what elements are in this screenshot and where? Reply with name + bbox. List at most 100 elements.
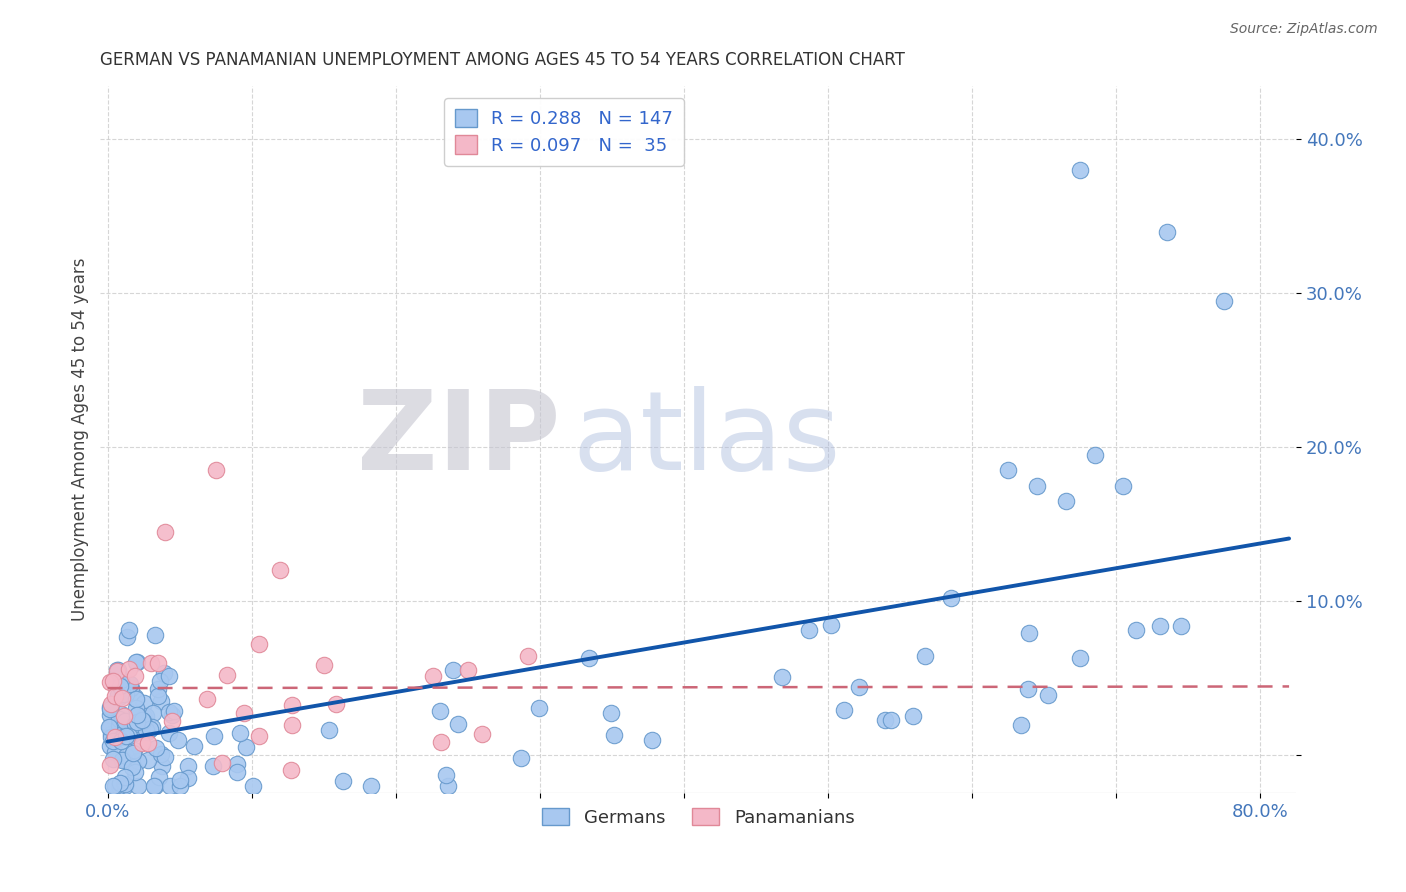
Point bbox=[110, 673, 132, 688]
Point bbox=[233, 706, 256, 721]
Point bbox=[603, 728, 626, 742]
Point bbox=[641, 733, 664, 747]
Point bbox=[117, 630, 139, 644]
Point bbox=[125, 655, 148, 669]
Point bbox=[98, 720, 121, 734]
Point bbox=[118, 662, 141, 676]
Point bbox=[1170, 619, 1192, 633]
Point bbox=[98, 739, 121, 753]
Point bbox=[118, 623, 141, 637]
Point bbox=[139, 656, 162, 670]
Point bbox=[1018, 626, 1040, 640]
Point bbox=[136, 725, 159, 739]
Point bbox=[105, 664, 128, 678]
Point bbox=[457, 663, 479, 677]
Point bbox=[1213, 293, 1236, 308]
Point bbox=[98, 720, 121, 734]
Point bbox=[215, 668, 238, 682]
Point bbox=[108, 712, 131, 726]
Point bbox=[98, 674, 121, 689]
Point bbox=[110, 707, 132, 722]
Point bbox=[1069, 163, 1091, 178]
Point bbox=[142, 706, 165, 720]
Point bbox=[914, 648, 936, 663]
Text: GERMAN VS PANAMANIAN UNEMPLOYMENT AMONG AGES 45 TO 54 YEARS CORRELATION CHART: GERMAN VS PANAMANIAN UNEMPLOYMENT AMONG … bbox=[100, 51, 905, 69]
Point bbox=[110, 733, 132, 747]
Point bbox=[125, 714, 148, 729]
Point bbox=[226, 765, 249, 780]
Point bbox=[169, 773, 191, 788]
Point bbox=[183, 739, 205, 753]
Point bbox=[124, 669, 146, 683]
Point bbox=[146, 682, 169, 697]
Point bbox=[527, 701, 550, 715]
Point bbox=[201, 759, 224, 773]
Point bbox=[1083, 448, 1105, 462]
Point bbox=[136, 721, 159, 735]
Point bbox=[1054, 494, 1077, 508]
Point bbox=[332, 774, 354, 789]
Point bbox=[111, 712, 134, 726]
Point bbox=[150, 758, 173, 772]
Point bbox=[441, 663, 464, 677]
Point bbox=[136, 736, 159, 750]
Point bbox=[124, 690, 146, 705]
Point bbox=[149, 673, 172, 688]
Point bbox=[1069, 651, 1091, 665]
Point bbox=[108, 779, 131, 793]
Point bbox=[125, 707, 148, 722]
Point bbox=[100, 730, 122, 744]
Point bbox=[101, 779, 124, 793]
Text: atlas: atlas bbox=[572, 386, 841, 493]
Point bbox=[177, 759, 200, 773]
Point bbox=[516, 649, 538, 664]
Point bbox=[325, 698, 347, 712]
Point bbox=[132, 709, 155, 723]
Legend: Germans, Panamanians: Germans, Panamanians bbox=[534, 801, 862, 834]
Point bbox=[143, 628, 166, 642]
Point bbox=[103, 779, 125, 793]
Point bbox=[136, 753, 159, 767]
Point bbox=[848, 680, 870, 694]
Point bbox=[141, 719, 163, 733]
Point bbox=[1010, 718, 1032, 732]
Text: Source: ZipAtlas.com: Source: ZipAtlas.com bbox=[1230, 22, 1378, 37]
Point bbox=[429, 704, 451, 718]
Point bbox=[1156, 225, 1178, 239]
Point bbox=[101, 673, 124, 688]
Point bbox=[1038, 688, 1060, 702]
Point bbox=[430, 735, 453, 749]
Point bbox=[422, 669, 444, 683]
Point bbox=[111, 753, 134, 767]
Point bbox=[134, 696, 156, 710]
Point bbox=[125, 656, 148, 670]
Point bbox=[101, 733, 124, 747]
Point bbox=[135, 708, 157, 723]
Point bbox=[797, 623, 820, 637]
Point bbox=[112, 687, 135, 701]
Point bbox=[101, 752, 124, 766]
Point bbox=[211, 756, 233, 771]
Point bbox=[160, 708, 183, 723]
Point bbox=[149, 747, 172, 761]
Point bbox=[111, 730, 134, 744]
Point bbox=[124, 717, 146, 731]
Point bbox=[114, 714, 136, 728]
Point bbox=[107, 688, 129, 702]
Point bbox=[104, 745, 127, 759]
Point bbox=[100, 702, 122, 716]
Point bbox=[447, 716, 470, 731]
Point bbox=[114, 749, 136, 764]
Point bbox=[127, 779, 149, 793]
Point bbox=[157, 706, 180, 720]
Point bbox=[112, 709, 135, 723]
Point bbox=[247, 637, 270, 651]
Point bbox=[129, 723, 152, 738]
Point bbox=[436, 779, 458, 793]
Point bbox=[125, 701, 148, 715]
Point bbox=[107, 663, 129, 677]
Point bbox=[226, 756, 249, 771]
Point bbox=[131, 713, 153, 727]
Point bbox=[195, 691, 218, 706]
Point bbox=[280, 764, 302, 778]
